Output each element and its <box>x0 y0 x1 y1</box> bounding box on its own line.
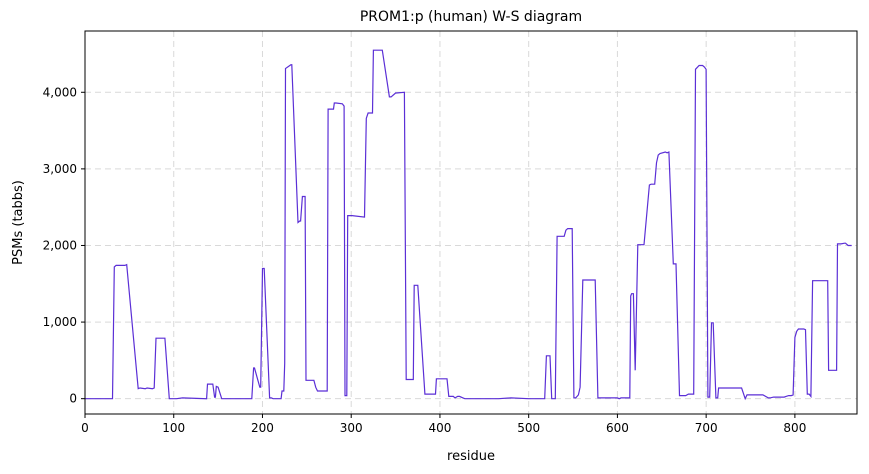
plot-frame <box>84 30 858 415</box>
x-tick-label: 100 <box>162 421 185 435</box>
series-line <box>85 49 852 401</box>
grid <box>84 31 857 414</box>
y-tick-label: 4,000 <box>43 85 77 99</box>
x-tick-label: 600 <box>606 421 629 435</box>
x-tick-label: 700 <box>695 421 718 435</box>
x-tick-label: 800 <box>783 421 806 435</box>
x-tick-label: 200 <box>251 421 274 435</box>
chart-title: PROM1:p (human) W-S diagram <box>360 9 582 25</box>
x-tick-label: 300 <box>340 421 363 435</box>
x-axis-ticks: 0 100 200 300 400 500 600 700 800 <box>81 414 806 435</box>
y-tick-label: 0 <box>69 392 77 406</box>
y-tick-label: 3,000 <box>43 162 77 176</box>
x-tick-label: 0 <box>81 421 89 435</box>
x-tick-label: 400 <box>428 421 451 435</box>
y-axis-title: PSMs (tabbs) <box>11 180 26 265</box>
y-tick-label: 1,000 <box>43 315 77 329</box>
x-tick-label: 500 <box>517 421 540 435</box>
y-tick-label: 2,000 <box>43 238 77 252</box>
x-axis-title: residue <box>447 449 495 464</box>
y-axis-ticks: 0 1,000 2,000 3,000 4,000 <box>43 85 85 406</box>
